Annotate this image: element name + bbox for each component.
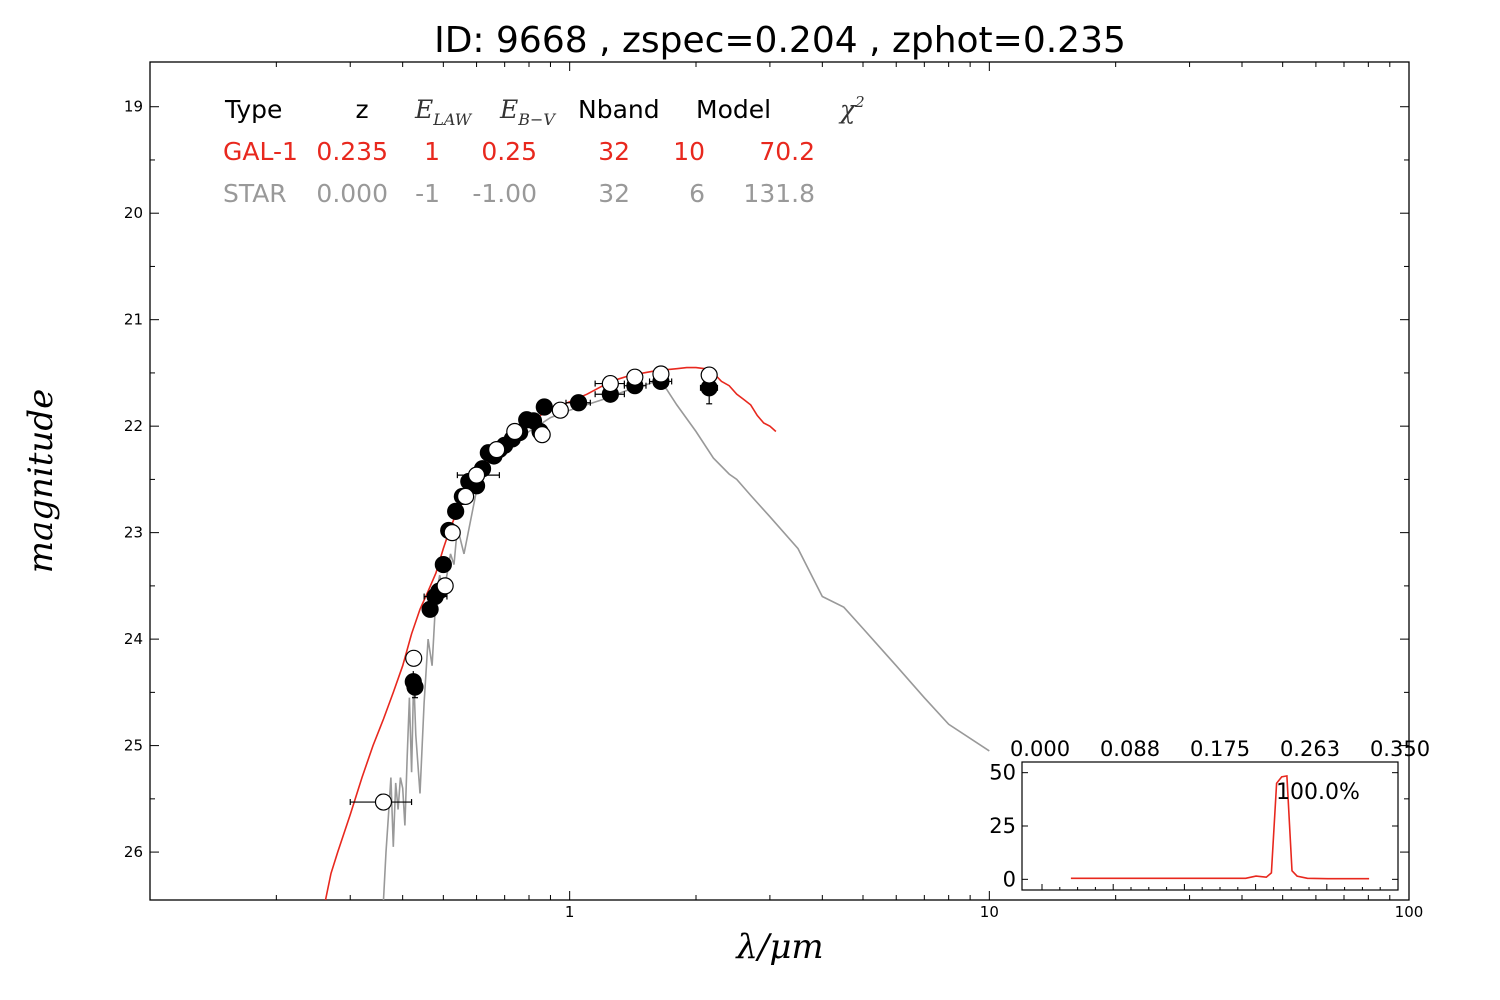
model-point xyxy=(443,524,461,542)
observed-point xyxy=(535,398,553,416)
points-layer xyxy=(349,365,719,811)
model-point xyxy=(700,366,718,384)
table-cell: 32 xyxy=(598,137,630,166)
y-tick-label: 19 xyxy=(124,98,143,116)
model-point xyxy=(601,374,619,393)
model-point xyxy=(405,649,423,667)
observed-point xyxy=(447,502,465,520)
table-header-cell: EB−V xyxy=(499,95,556,129)
model-point xyxy=(652,365,670,383)
y-tick-label: 26 xyxy=(124,843,143,861)
table-header-cell: χ2 xyxy=(838,93,865,124)
table-cell: 70.2 xyxy=(759,137,815,166)
table-header-cell: Model xyxy=(696,95,771,124)
inset-y-tick-label: 50 xyxy=(989,761,1016,785)
y-tick-label: 24 xyxy=(124,630,143,648)
series-line-star xyxy=(382,380,990,901)
table-cell: 6 xyxy=(689,179,705,208)
table-cell: 0.000 xyxy=(316,179,388,208)
table-header-cell: Type xyxy=(224,95,282,124)
inset-pdf-line xyxy=(1070,774,1370,880)
model-point xyxy=(374,793,393,811)
table-header-cell: Nband xyxy=(578,95,660,124)
x-tick-label: 10 xyxy=(980,903,999,921)
observed-point xyxy=(406,678,424,696)
table-cell: 0.235 xyxy=(316,137,388,166)
table-cell: -1.00 xyxy=(472,179,537,208)
table-cell: STAR xyxy=(223,179,287,208)
table-cell: 0.25 xyxy=(481,137,537,166)
inset-frame xyxy=(1021,761,1399,891)
table-cell: 1 xyxy=(424,137,440,166)
y-tick-label: 20 xyxy=(124,204,143,222)
redshift-pdf-inset: 0.000 0.088 0.175 0.263 0.350 0 25 50 100.0% xyxy=(989,737,1430,891)
inset-x-tick-label: 0.088 xyxy=(1100,737,1160,761)
model-point xyxy=(467,466,486,484)
y-axis-label: magnitude xyxy=(21,389,61,574)
chart-title: ID: 9668 , zspec=0.204 , zphot=0.235 xyxy=(434,20,1126,61)
inset-x-tick-label: 0.350 xyxy=(1370,737,1430,761)
inset-x-tick-label: 0.263 xyxy=(1280,737,1340,761)
y-tick-label: 23 xyxy=(124,524,143,542)
x-axis-label: λ/μm xyxy=(734,927,823,967)
fit-table: Type z ELAW EB−V Nband Model χ2 GAL-1 0.235 1 0.25… xyxy=(223,93,865,208)
y-tick-label: 22 xyxy=(124,417,143,435)
table-cell: 131.8 xyxy=(743,179,815,208)
inset-percentage: 100.0% xyxy=(1276,780,1360,805)
y-tick-label: 21 xyxy=(124,311,143,329)
model-point xyxy=(488,440,506,459)
x-tick-label: 1 xyxy=(565,903,575,921)
series-layer xyxy=(324,366,990,901)
model-point xyxy=(533,426,551,444)
table-header-cell: z xyxy=(355,95,368,124)
model-point xyxy=(551,401,569,419)
table-cell: 10 xyxy=(673,137,705,166)
table-cell: 32 xyxy=(598,179,630,208)
inset-y-tick-label: 0 xyxy=(1003,867,1016,891)
observed-point xyxy=(434,555,452,574)
table-cell: -1 xyxy=(415,179,440,208)
y-tick-label: 25 xyxy=(124,737,143,755)
table-header-cell: ELAW xyxy=(414,95,473,129)
model-point xyxy=(506,422,524,441)
model-point xyxy=(436,577,454,595)
plot-frame xyxy=(149,61,1410,901)
inset-x-tick-label: 0.175 xyxy=(1190,737,1250,761)
inset-y-tick-label: 25 xyxy=(989,814,1016,838)
model-point xyxy=(626,368,644,386)
model-point xyxy=(457,487,475,506)
x-tick-label: 100 xyxy=(1395,903,1424,921)
inset-x-tick-label: 0.000 xyxy=(1010,737,1070,761)
observed-point xyxy=(569,394,588,412)
table-cell: GAL-1 xyxy=(223,137,298,166)
